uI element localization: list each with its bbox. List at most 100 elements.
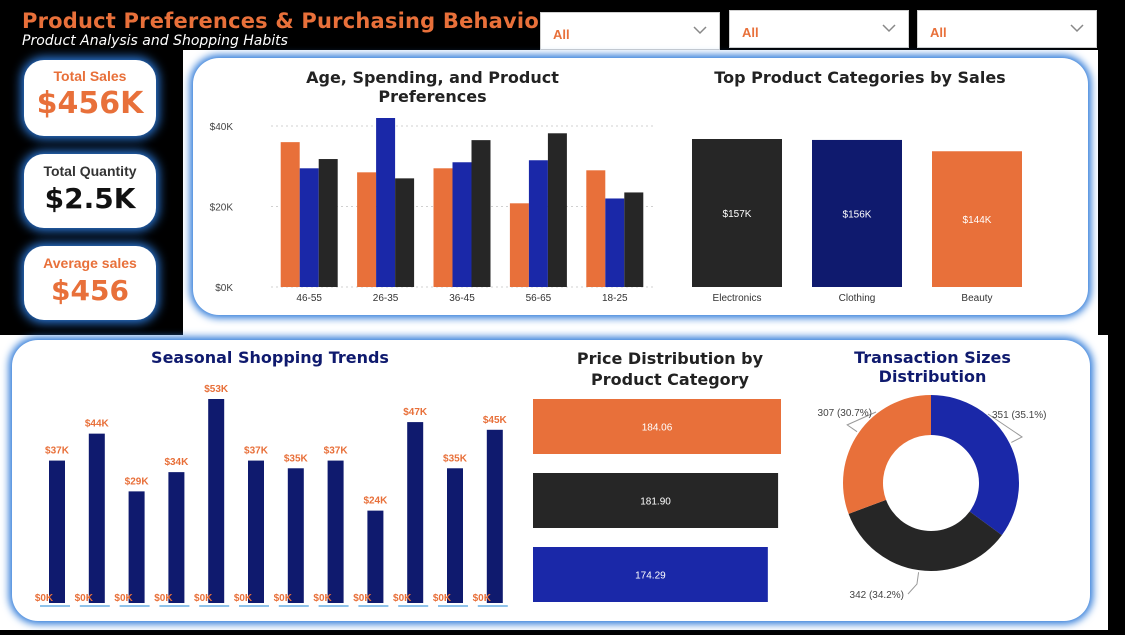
data-label: $53K bbox=[204, 384, 229, 395]
zero-label: $0K bbox=[393, 593, 412, 604]
x-tick-label: Clothing bbox=[839, 293, 876, 304]
bar bbox=[624, 192, 644, 287]
y-tick-label: $0K bbox=[215, 283, 233, 294]
kpi-average-sales-value: $456 bbox=[51, 274, 129, 307]
top-categories-chart-title: Top Product Categories by Sales bbox=[714, 68, 1006, 87]
data-label: 307 (30.7%) bbox=[818, 408, 872, 419]
data-label: $44K bbox=[85, 419, 110, 430]
data-label: $156K bbox=[843, 209, 872, 220]
transaction-sizes-chart: 351 (35.1%) 342 (34.2%) 307 (30.7%) bbox=[818, 395, 1046, 601]
bar bbox=[932, 151, 1022, 287]
data-label: $35K bbox=[284, 453, 309, 464]
kpi-average-sales: Average sales $456 bbox=[24, 246, 156, 320]
data-label: $24K bbox=[363, 496, 388, 507]
data-label: $45K bbox=[483, 415, 508, 426]
chevron-down-icon bbox=[882, 24, 896, 33]
zero-label: $0K bbox=[473, 593, 492, 604]
slicer-1[interactable]: All bbox=[540, 12, 720, 50]
data-label: 342 (34.2%) bbox=[850, 590, 904, 601]
donut-slice bbox=[843, 395, 931, 514]
bar bbox=[248, 460, 264, 603]
bar bbox=[367, 510, 384, 603]
bar bbox=[533, 399, 781, 454]
chevron-down-icon bbox=[693, 26, 707, 35]
bar bbox=[299, 168, 319, 287]
zero-label: $0K bbox=[75, 593, 94, 604]
zero-label: $0K bbox=[194, 593, 213, 604]
x-tick-label: 26-35 bbox=[373, 293, 399, 304]
data-label: $37K bbox=[45, 446, 70, 457]
bar bbox=[471, 140, 491, 287]
leader-line bbox=[846, 411, 877, 433]
price-distribution-chart: 184.06 181.90 174.29 bbox=[533, 399, 781, 602]
bar bbox=[533, 473, 779, 528]
bar bbox=[433, 168, 453, 287]
seasonal-chart: $37K $0K $44K $0K $29K $0K $34K $0K $53K $0K $37K $… bbox=[35, 384, 508, 607]
bar bbox=[168, 472, 185, 603]
donut-slice bbox=[931, 395, 1019, 536]
bar bbox=[318, 159, 338, 287]
y-tick-label: $20K bbox=[210, 203, 234, 214]
bar bbox=[452, 162, 472, 287]
data-label: $144K bbox=[963, 215, 992, 226]
data-label: $157K bbox=[723, 209, 752, 220]
chevron-down-icon bbox=[1070, 24, 1084, 33]
kpi-total-quantity-value: $2.5K bbox=[44, 182, 136, 215]
data-label: $29K bbox=[125, 476, 150, 487]
x-tick-label: 18-25 bbox=[602, 293, 628, 304]
x-tick-label: 46-55 bbox=[296, 293, 322, 304]
kpi-total-sales-value: $456K bbox=[36, 86, 144, 121]
data-label: $34K bbox=[164, 457, 189, 468]
bar bbox=[533, 547, 768, 602]
bar bbox=[49, 460, 65, 603]
zero-label: $0K bbox=[114, 593, 133, 604]
data-label: $47K bbox=[403, 407, 428, 418]
bar bbox=[327, 460, 344, 603]
data-label: 174.29 bbox=[635, 571, 666, 582]
zero-label: $0K bbox=[433, 593, 452, 604]
leader-line bbox=[907, 572, 920, 595]
bar bbox=[586, 170, 606, 287]
bar bbox=[280, 142, 300, 287]
kpi-total-quantity: Total Quantity $2.5K bbox=[24, 154, 156, 228]
bar bbox=[88, 433, 105, 603]
zero-label: $0K bbox=[35, 593, 54, 604]
data-label: 184.06 bbox=[642, 423, 673, 434]
slicer-1-value: All bbox=[553, 27, 570, 42]
bar bbox=[376, 118, 396, 287]
bar bbox=[509, 203, 529, 287]
data-label: $37K bbox=[244, 446, 269, 457]
top-categories-chart: $157K Electronics $156K Clothing $144K Beauty bbox=[692, 139, 1022, 304]
bar bbox=[407, 422, 424, 603]
x-tick-label: 36-45 bbox=[449, 293, 475, 304]
dashboard-subtitle: Product Analysis and Shopping Habits bbox=[22, 33, 288, 49]
kpi-average-sales-label: Average sales bbox=[43, 255, 137, 271]
donut-slice bbox=[848, 499, 1002, 571]
x-tick-label: Electronics bbox=[713, 293, 762, 304]
price-distribution-chart-title: Price Distribution by Product Category bbox=[576, 349, 764, 389]
zero-label: $0K bbox=[154, 593, 173, 604]
slicer-2-value: All bbox=[742, 25, 759, 40]
bar bbox=[447, 468, 463, 603]
data-label: $35K bbox=[443, 453, 468, 464]
bar bbox=[208, 399, 225, 603]
bar bbox=[287, 468, 304, 603]
data-label: 181.90 bbox=[640, 497, 671, 508]
data-label: $37K bbox=[324, 446, 349, 457]
seasonal-chart-title: Seasonal Shopping Trends bbox=[151, 348, 389, 367]
kpi-total-sales: Total Sales $456K bbox=[24, 60, 156, 136]
leader-line bbox=[987, 413, 1024, 443]
bar bbox=[812, 139, 902, 287]
bar bbox=[605, 198, 625, 287]
zero-label: $0K bbox=[353, 593, 372, 604]
slicer-3-value: All bbox=[930, 25, 947, 40]
bar bbox=[547, 133, 567, 287]
bar bbox=[357, 172, 377, 287]
zero-label: $0K bbox=[274, 593, 293, 604]
slicer-3[interactable]: All bbox=[917, 10, 1097, 48]
x-tick-label: Beauty bbox=[961, 293, 992, 304]
slicer-2[interactable]: All bbox=[729, 10, 909, 48]
zero-label: $0K bbox=[234, 593, 253, 604]
age-spending-chart-title: Age, Spending, and Product Preferences bbox=[306, 68, 559, 106]
age-spending-chart: $0K $20K $40K 46-55 26-35 36-45 56-65 18-25 bbox=[210, 118, 653, 304]
